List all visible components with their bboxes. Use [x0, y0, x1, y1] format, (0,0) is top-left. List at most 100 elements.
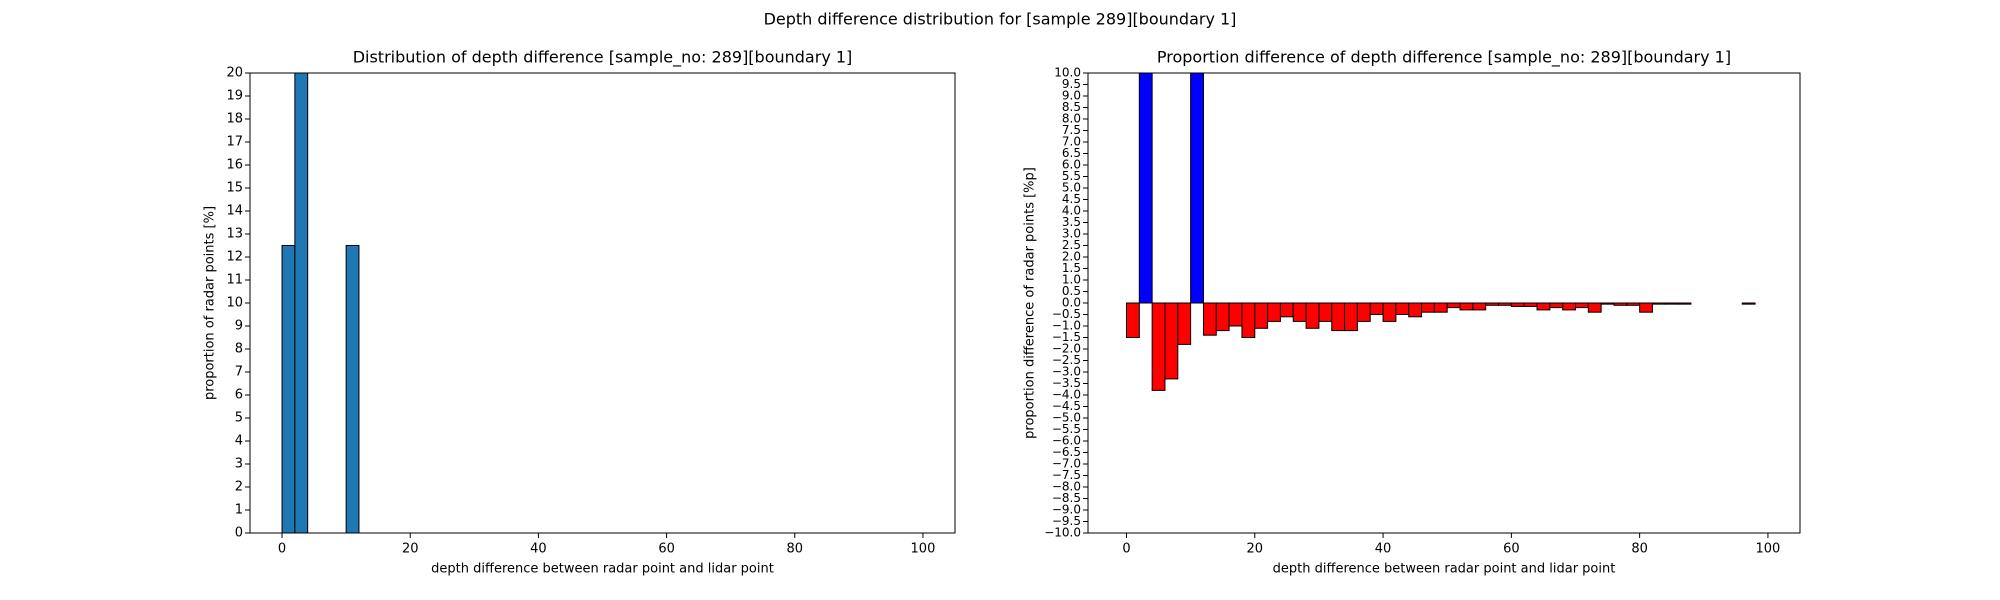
- x-axis-label: depth difference between radar point and…: [1273, 562, 1616, 577]
- bar: [1164, 302, 1179, 380]
- y-tick-label: 4.5: [1062, 192, 1081, 206]
- x-tick-label: 80: [1631, 542, 1648, 557]
- y-tick-label: −1.0: [1052, 319, 1081, 333]
- bar: [1639, 302, 1653, 313]
- y-tick-label: 7.0: [1062, 135, 1081, 149]
- bar: [1664, 302, 1679, 305]
- y-tick-label: −4.5: [1052, 399, 1081, 413]
- y-tick-label: 7: [235, 365, 243, 380]
- y-tick-label: 15: [226, 181, 243, 196]
- y-tick-label: 11: [226, 273, 243, 288]
- y-tick-label: 0.0: [1062, 296, 1081, 310]
- bar: [1241, 302, 1256, 338]
- bar: [1254, 302, 1269, 329]
- x-tick-label: 40: [1375, 542, 1392, 557]
- bar: [1498, 302, 1512, 306]
- bar: [1125, 302, 1140, 338]
- y-tick-label: 1.5: [1062, 261, 1081, 275]
- y-tick-label: −0.5: [1052, 307, 1081, 321]
- bar: [1344, 302, 1358, 332]
- figure-title: Depth difference distribution for [sampl…: [764, 10, 1237, 29]
- y-tick-label: 3.5: [1062, 215, 1081, 229]
- y-tick-label: 1: [235, 503, 243, 518]
- bar: [1651, 302, 1666, 305]
- y-tick-label: 18: [226, 112, 243, 127]
- y-tick-label: 1.0: [1062, 273, 1081, 287]
- x-tick-label: 100: [1756, 542, 1781, 557]
- axes-title: Proportion difference of depth differenc…: [1157, 48, 1731, 68]
- y-tick-label: 9.5: [1062, 77, 1081, 91]
- x-tick-label: 40: [530, 542, 547, 557]
- bar: [1459, 302, 1474, 311]
- bar: [1562, 302, 1576, 311]
- x-tick-label: 0: [1122, 542, 1130, 557]
- y-tick-label: −10.0: [1044, 526, 1081, 540]
- bar: [345, 245, 360, 533]
- bar: [1151, 302, 1166, 391]
- bar: [1626, 302, 1641, 306]
- y-tick-label: 4: [235, 434, 243, 449]
- x-tick-label: 20: [402, 542, 419, 557]
- bar: [1228, 302, 1243, 327]
- y-tick-label: −6.0: [1052, 434, 1081, 448]
- y-tick-label: 5.5: [1062, 169, 1081, 183]
- x-axis-label: depth difference between radar point and…: [431, 562, 774, 577]
- bar: [1356, 302, 1371, 322]
- x-tick-label: 0: [278, 542, 286, 557]
- bar: [1408, 302, 1423, 318]
- x-tick-label: 60: [1503, 542, 1520, 557]
- x-tick-label: 60: [658, 542, 675, 557]
- y-tick-label: 6.5: [1062, 146, 1081, 160]
- x-tick-label: 80: [786, 542, 803, 557]
- y-tick-label: 13: [226, 227, 243, 242]
- y-tick-label: −3.0: [1052, 365, 1081, 379]
- y-tick-label: 16: [226, 158, 243, 173]
- bar: [1331, 302, 1346, 332]
- y-tick-label: 19: [226, 89, 243, 104]
- axes-title: Distribution of depth difference [sample…: [353, 48, 853, 68]
- y-tick-label: 10: [226, 296, 243, 311]
- bar: [1485, 302, 1500, 306]
- y-tick-label: −7.5: [1052, 468, 1081, 482]
- bar: [281, 245, 296, 533]
- bar: [1600, 302, 1615, 305]
- bar: [1279, 302, 1294, 318]
- bar: [1292, 302, 1307, 322]
- y-tick-label: −8.5: [1052, 491, 1081, 505]
- y-tick-label: 7.5: [1062, 123, 1081, 137]
- y-tick-label: 0.5: [1062, 284, 1081, 298]
- bar: [1138, 73, 1153, 304]
- y-tick-label: 8.0: [1062, 112, 1081, 126]
- bars: [1125, 73, 1756, 391]
- bar: [1421, 302, 1435, 313]
- y-tick-label: −1.5: [1052, 330, 1081, 344]
- y-tick-label: −2.0: [1052, 342, 1081, 356]
- y-tick-label: 8: [235, 342, 243, 357]
- x-tick-label: 100: [911, 542, 936, 557]
- y-tick-label: 6: [235, 388, 243, 403]
- y-tick-label: −2.5: [1052, 353, 1081, 367]
- y-axis-label: proportion difference of radar points [%…: [1023, 167, 1038, 439]
- y-tick-label: 4.0: [1062, 204, 1081, 218]
- y-tick-label: 3: [235, 457, 243, 472]
- bar: [1523, 302, 1538, 307]
- bar: [1190, 73, 1204, 304]
- x-tick-label: 20: [1247, 542, 1264, 557]
- bar: [1395, 302, 1410, 315]
- y-tick-label: 2.0: [1062, 250, 1081, 264]
- bars: [281, 73, 360, 533]
- bar: [1318, 302, 1333, 322]
- y-tick-label: 14: [226, 204, 243, 219]
- bar: [1472, 302, 1487, 311]
- bar: [1433, 302, 1448, 313]
- y-tick-label: −4.0: [1052, 388, 1081, 402]
- y-tick-label: 8.5: [1062, 100, 1081, 114]
- y-tick-label: 17: [226, 135, 243, 150]
- y-tick-label: −5.5: [1052, 422, 1081, 436]
- bar: [1677, 302, 1692, 305]
- bar: [294, 73, 309, 533]
- bar: [1382, 302, 1397, 322]
- y-tick-label: −6.5: [1052, 445, 1081, 459]
- bar: [1267, 302, 1281, 322]
